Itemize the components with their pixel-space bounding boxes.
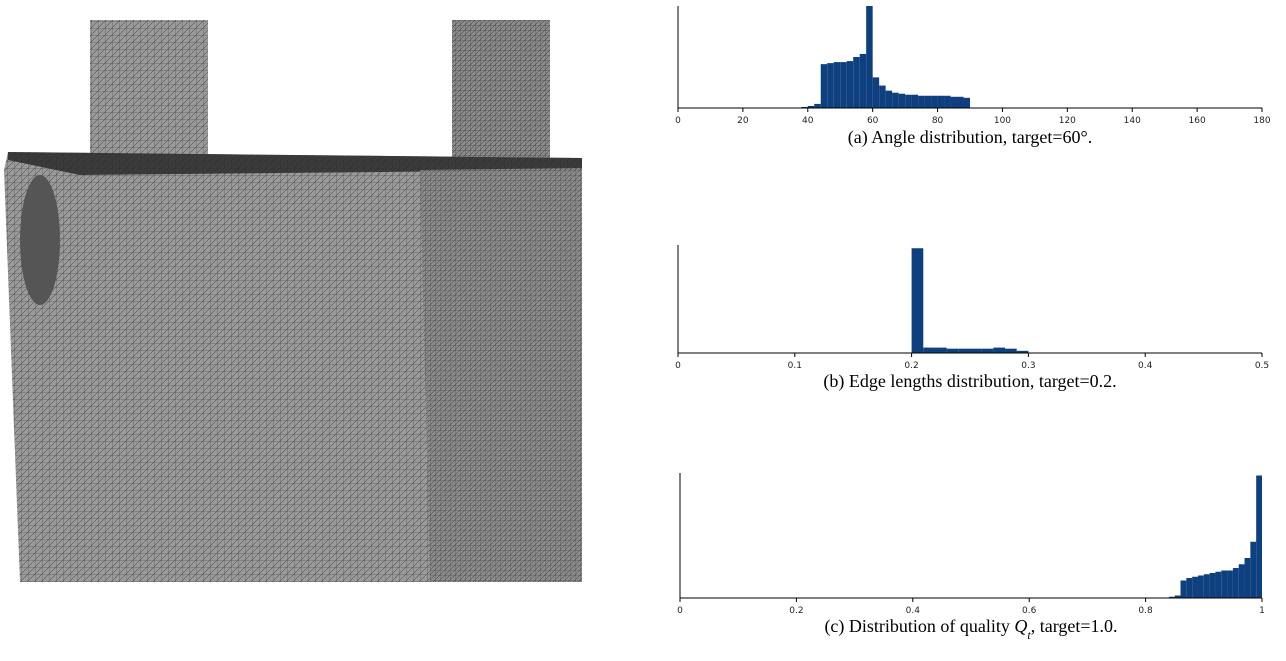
x-tick-label: 0.4 [1138,361,1153,371]
caption: (b) Edge lengths distribution, target=0.… [823,371,1116,392]
x-tick-label: 0 [675,116,681,126]
figure: 020406080100120140160180(a) Angle distri… [0,0,1286,661]
x-tick-label: 0.2 [904,361,918,371]
bar [827,63,833,108]
bar [931,96,937,108]
histogram: 0 0.1 0.2 0.3 0.4 0.5 (b) Edge lengths distrib… [675,245,1269,392]
x-tick-label: 80 [932,116,944,126]
bar [1210,573,1216,598]
bar [1215,572,1221,598]
bar [1245,558,1251,598]
bar [1204,574,1210,598]
cylinder [452,20,550,170]
bar [964,98,970,108]
cylinder [90,20,208,170]
bar [958,349,970,353]
caption: (c) Distribution of quality Qt, target=1… [824,616,1117,642]
caption-part: , target=1.0. [1031,616,1118,636]
bar [918,96,924,108]
histogram: 0 0.2 0.4 0.6 0.8 1 (c) Distribution of qualit… [677,473,1265,642]
caption-part: Q [1014,616,1027,636]
bar [847,61,853,108]
caption-part: (a) Angle distribution, target=60°. [848,127,1092,148]
x-tick-label: 180 [1253,116,1270,126]
bar [1181,581,1187,599]
bar [840,62,846,108]
x-tick-label: 0.5 [1255,361,1269,371]
caption-part: (b) Edge lengths distribution, target=0.… [823,371,1116,392]
mesh-image [4,20,582,582]
bar [1233,568,1239,598]
x-tick-label: 0.8 [1138,606,1153,616]
bar [899,94,905,108]
x-tick-label: 0.2 [789,606,803,616]
bar [935,348,947,353]
bar [925,96,931,108]
bar [1221,571,1227,599]
caption: (a) Angle distribution, target=60°. [848,127,1092,148]
bar [821,64,827,108]
bar [905,95,911,108]
x-tick-label: 60 [867,116,879,126]
bar [1256,476,1262,599]
x-tick-label: 20 [737,116,749,126]
bar [938,96,944,108]
x-tick-label: 40 [802,116,814,126]
bar [912,248,924,353]
bar [1005,349,1017,353]
x-tick-label: 160 [1189,116,1206,126]
bar [1198,576,1204,599]
bar [947,349,959,353]
bar [970,349,982,353]
bar [993,348,1005,353]
bar [957,97,963,108]
bar [886,91,892,108]
bar [879,86,885,108]
bar [982,349,994,353]
bar [892,93,898,108]
caption-part: (c) Distribution of quality [824,616,1014,637]
bar [814,104,820,108]
x-tick-label: 0.1 [788,361,802,371]
mesh-hole [20,175,60,305]
bar [866,6,872,108]
x-tick-label: 0 [675,361,681,371]
x-tick-label: 0 [677,606,683,616]
x-tick-label: 0.4 [906,606,921,616]
bar [951,97,957,108]
bar [1186,578,1192,598]
bar [1239,564,1245,598]
bar [1192,577,1198,598]
bar [1250,542,1256,598]
x-tick-label: 1 [1259,606,1265,616]
bar [873,77,879,108]
x-tick-label: 0.3 [1021,361,1035,371]
bar [834,62,840,108]
bar [912,95,918,108]
histogram: 0 20 40 60 80 100 120 140 160 180 (a) Angle distri… [675,6,1271,148]
bar [944,96,950,108]
bar [923,348,935,353]
bar [853,57,859,108]
bar [1227,571,1233,599]
x-tick-label: 140 [1124,116,1141,126]
bar [860,54,866,108]
x-tick-label: 100 [994,116,1011,126]
mesh-side [420,168,582,582]
x-tick-label: 120 [1059,116,1076,126]
x-tick-label: 0.6 [1022,606,1037,616]
